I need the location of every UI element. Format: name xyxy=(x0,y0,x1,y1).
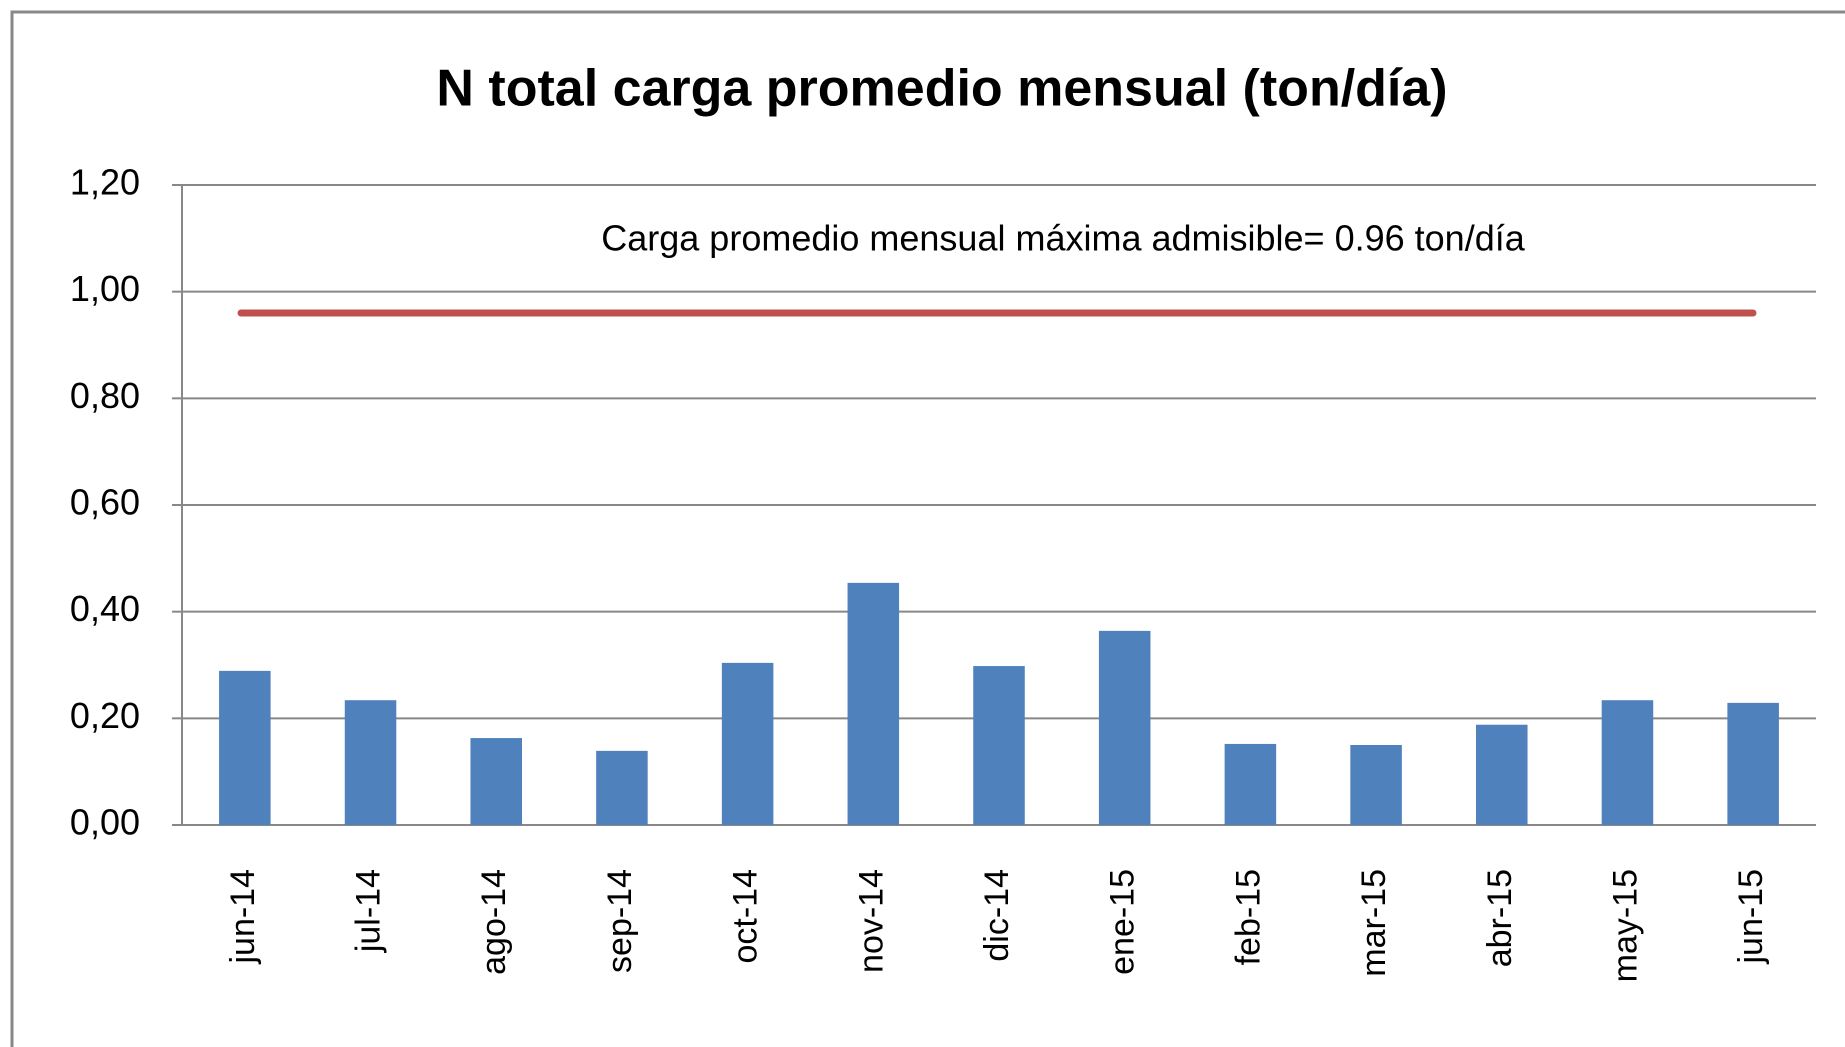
bar xyxy=(1224,743,1277,825)
chart-frame xyxy=(10,10,1845,1047)
x-tick-label: ago-14 xyxy=(475,869,513,975)
bar xyxy=(1601,700,1654,825)
y-tick-label: 1,20 xyxy=(70,162,140,203)
y-tick-label: 0,00 xyxy=(70,802,140,843)
bar xyxy=(721,662,774,825)
x-tick-label: mar-15 xyxy=(1355,869,1393,977)
x-tick-label: jun-15 xyxy=(1732,869,1770,965)
bar xyxy=(973,666,1025,825)
x-tick-label: oct-14 xyxy=(727,869,765,964)
bar xyxy=(219,670,271,825)
y-tick-label: 0,20 xyxy=(70,695,140,736)
x-tick-label: jul-14 xyxy=(350,869,388,953)
bar xyxy=(1727,702,1779,825)
bar xyxy=(847,582,900,825)
bar xyxy=(1476,724,1528,825)
bar xyxy=(1098,630,1151,825)
bar xyxy=(1350,745,1402,825)
bar xyxy=(596,750,648,825)
y-tick-label: 0,60 xyxy=(70,482,140,523)
x-tick-label: feb-15 xyxy=(1229,869,1267,965)
x-tick-label: may-15 xyxy=(1606,869,1644,982)
chart-title: N total carga promedio mensual (ton/día) xyxy=(436,60,1447,118)
x-tick-label: sep-14 xyxy=(601,869,639,973)
y-tick-label: 0,80 xyxy=(70,375,140,416)
x-tick-label: dic-14 xyxy=(978,869,1016,962)
bar xyxy=(344,700,397,825)
bar xyxy=(470,738,522,825)
x-tick-label: nov-14 xyxy=(852,869,890,973)
y-tick-label: 0,40 xyxy=(70,588,140,629)
y-tick-label: 1,00 xyxy=(70,268,140,309)
x-tick-label: jun-14 xyxy=(224,869,262,965)
x-tick-label: abr-15 xyxy=(1481,869,1519,967)
annotation: Carga promedio mensual máxima admisible=… xyxy=(601,218,1525,259)
x-tick-label: ene-15 xyxy=(1104,869,1142,975)
